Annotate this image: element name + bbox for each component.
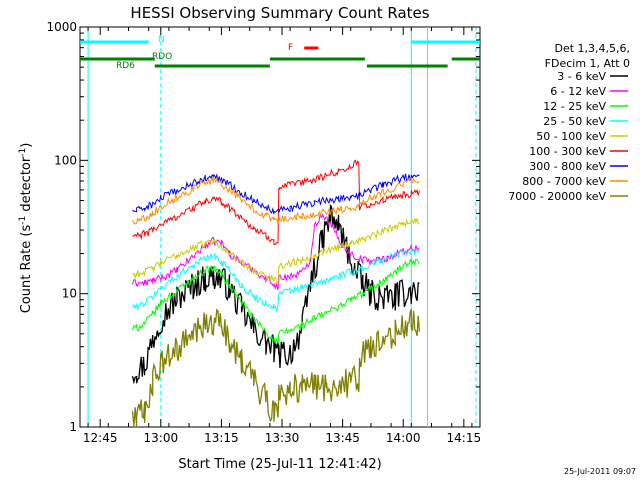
legend-label: 3 - 6 keV (557, 70, 606, 83)
y-tick-label: 100 (54, 153, 77, 167)
y-axis-label-mid: detector (19, 156, 34, 216)
y-axis-label-main: Count Rate (s (19, 225, 34, 314)
legend-label: 6 - 12 keV (550, 85, 606, 98)
y-axis-label-sup-1: -1 (18, 216, 28, 225)
chart-title: HESSI Observing Summary Count Rates (130, 4, 429, 22)
legend-label: 100 - 300 keV (529, 145, 606, 158)
series-line-7000to20000keV (131, 308, 421, 426)
y-axis-label-end: ) (19, 143, 34, 148)
legend: Det 1,3,4,5,6, FDecim 1, Att 0 3 - 6 keV… (508, 42, 630, 203)
flag-label-f: F (288, 43, 293, 53)
x-tick-label: 14:00 (386, 431, 421, 445)
legend-label: 7000 - 20000 keV (508, 190, 606, 203)
legend-header-line-2: FDecim 1, Att 0 (545, 57, 630, 70)
legend-label: 12 - 25 keV (543, 100, 606, 113)
legend-label: 50 - 100 keV (536, 130, 606, 143)
x-tick-label: 13:30 (265, 431, 300, 445)
y-tick-label: 10 (62, 287, 77, 301)
legend-label: 800 - 7000 keV (522, 175, 606, 188)
x-tick-label: 13:15 (204, 431, 239, 445)
flag-label-n: N (158, 35, 165, 45)
series-line-12to25keV (132, 258, 420, 345)
x-tick-label: 13:00 (144, 431, 179, 445)
legend-label: 300 - 800 keV (529, 160, 606, 173)
series-line-25to50keV (132, 248, 420, 313)
series-line-300to800keV (132, 173, 420, 215)
flag-label-rd6: RD6 (116, 61, 135, 71)
y-axis-label-sup-2: -1 (18, 148, 28, 157)
series-line-6to12keV (132, 213, 420, 291)
legend-label: 25 - 50 keV (543, 115, 606, 128)
series-line-3to6keV (131, 204, 420, 385)
y-axis-label: Count Rate (s-1 detector-1) (18, 143, 34, 314)
x-tick-label: 12:45 (83, 431, 118, 445)
legend-header-line-1: Det 1,3,4,5,6, (554, 42, 630, 55)
x-axis-label: Start Time (25-Jul-11 12:41:42) (178, 457, 381, 472)
series-line-800to7000keV (132, 175, 420, 225)
y-tick-label: 1000 (46, 20, 77, 34)
x-tick-label: 13:45 (325, 431, 360, 445)
plot-frame (79, 26, 481, 428)
timestamp: 25-Jul-2011 09:07 (564, 467, 636, 476)
series-line-50to100keV (132, 218, 420, 284)
flag-label-rdo: RDO (152, 52, 172, 62)
x-tick-label: 14:15 (447, 431, 482, 445)
y-tick-label: 1 (69, 420, 77, 434)
series-line-100to300keV (132, 159, 420, 246)
